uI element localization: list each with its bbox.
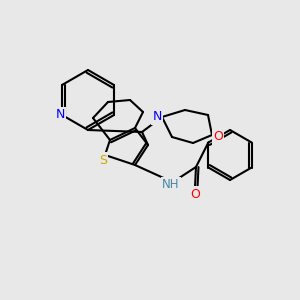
Text: S: S [99, 154, 107, 166]
Text: O: O [213, 130, 223, 143]
Text: N: N [55, 109, 65, 122]
Text: N: N [152, 110, 162, 124]
Text: O: O [190, 188, 200, 200]
Text: NH: NH [162, 178, 180, 191]
